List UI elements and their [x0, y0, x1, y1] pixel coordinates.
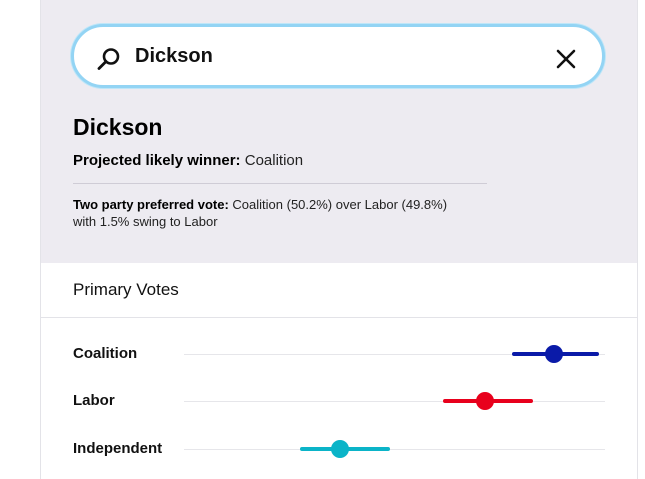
vote-track	[184, 401, 605, 402]
projected-winner: Projected likely winner: Coalition	[73, 152, 303, 169]
vote-estimate-dot	[545, 345, 564, 363]
vote-row-labor: Labor	[41, 386, 637, 416]
close-icon[interactable]	[554, 47, 578, 71]
party-label: Independent	[73, 440, 163, 457]
swing-text: with 1.5% swing to Labor	[73, 214, 218, 229]
search-box[interactable]	[71, 24, 605, 88]
projected-winner-value: Coalition	[244, 152, 304, 169]
vote-track	[184, 354, 605, 355]
vote-estimate-dot	[330, 440, 349, 458]
seat-title: Dickson	[73, 114, 163, 140]
vote-row-coalition: Coalition	[41, 339, 637, 369]
vote-estimate-dot	[476, 392, 494, 410]
search-icon	[97, 48, 120, 70]
vote-row-independent: Independent	[41, 434, 637, 464]
vote-track	[184, 449, 605, 450]
summary-divider	[73, 183, 487, 184]
party-label: Coalition	[73, 345, 138, 362]
seat-panel: Dickson Projected likely winner: Coaliti…	[40, 0, 638, 479]
party-label: Labor	[73, 392, 115, 409]
two-party-preferred: Two party preferred vote: Coalition (50.…	[73, 196, 513, 230]
primary-votes-header: Primary Votes	[73, 280, 179, 299]
tpp-label: Two party preferred vote:	[73, 197, 229, 212]
seat-summary: Dickson Projected likely winner: Coaliti…	[41, 0, 637, 263]
search-input[interactable]	[135, 45, 535, 68]
projected-winner-label: Projected likely winner:	[73, 152, 241, 169]
section-divider	[41, 317, 637, 318]
tpp-value: Coalition (50.2%) over Labor (49.8%)	[232, 197, 448, 212]
